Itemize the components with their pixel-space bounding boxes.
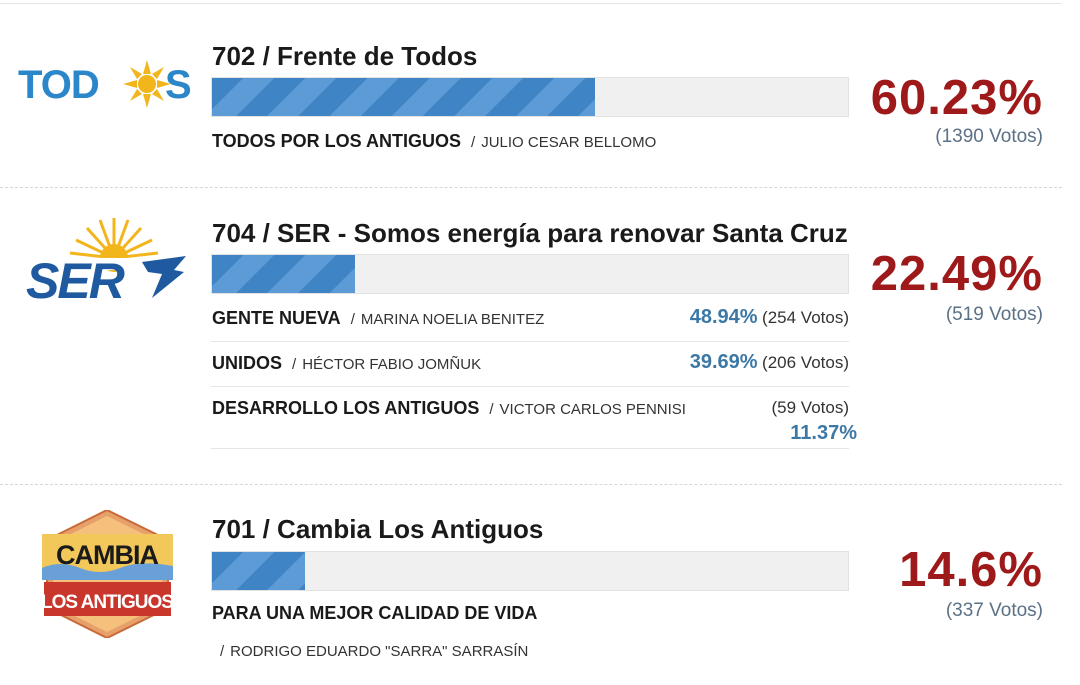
section-divider — [0, 484, 1062, 485]
todos-logo-text-left: TOD — [18, 63, 99, 107]
list-percentage: 14.6% — [899, 543, 1043, 597]
candidate-name: JULIO CESAR BELLOMO — [481, 134, 657, 151]
todos-logo: TOD S — [18, 60, 192, 108]
candidate-name: MARINA NOELIA BENITEZ — [360, 311, 545, 328]
list-title: 701 / Cambia Los Antiguos — [212, 514, 544, 544]
sunrise-icon — [64, 218, 164, 272]
ser-logo-text: SER — [26, 253, 125, 305]
cambia-logo: CAMBIA LOS ANTIGUOS — [41, 510, 174, 638]
candidate-name: VICTOR CARLOS PENNISI — [499, 401, 686, 418]
candidate-name: RODRIGO EDUARDO "SARRA" SARRASÍN — [230, 643, 529, 660]
party-name: PARA UNA MEJOR CALIDAD DE VIDA — [212, 603, 538, 623]
party-name: GENTE NUEVA — [212, 308, 341, 328]
ser-logo-swoosh — [142, 256, 186, 298]
sublist-result: 48.94% (254 Votos) — [690, 306, 849, 329]
sublist-votes: (254 Votos) — [762, 308, 849, 327]
list-percentage: 60.23% — [870, 71, 1043, 125]
sublist-percentage: 11.37% — [790, 422, 857, 444]
list-votes: (1390 Votos) — [935, 126, 1043, 147]
list-votes: (519 Votos) — [945, 304, 1043, 325]
vote-bar — [211, 254, 849, 294]
party-name: DESARROLLO LOS ANTIGUOS — [212, 398, 480, 418]
party-name: UNIDOS — [212, 353, 283, 373]
list-votes: (337 Votos) — [945, 600, 1043, 621]
sublist-row-gente-nueva: GENTE NUEVA / MARINA NOELIA BENITEZ 48.94%… — [211, 296, 849, 342]
vote-bar-fill — [212, 255, 356, 293]
list-percentage: 22.49% — [870, 247, 1043, 301]
separator: / — [350, 311, 355, 328]
party-line: PARA UNA MEJOR CALIDAD DE VIDA — [212, 603, 537, 624]
vote-bar — [211, 551, 849, 591]
cambia-logo-text-top: CAMBIA — [56, 540, 158, 570]
vote-bar-fill — [212, 552, 305, 590]
vote-bar — [211, 77, 849, 117]
todos-logo-text-right: S — [165, 63, 192, 107]
party-name: TODOS POR LOS ANTIGUOS — [212, 131, 462, 151]
cambia-logo-text-bottom: LOS ANTIGUOS — [41, 592, 173, 613]
sublist-result: 39.69% (206 Votos) — [690, 351, 849, 374]
list-title: 704 / SER - Somos energía para renovar S… — [212, 218, 848, 248]
sublist-row-desarrollo: DESARROLLO LOS ANTIGUOS / VICTOR CARLOS PE… — [211, 386, 857, 449]
sublist-percentage: 48.94% — [689, 306, 758, 328]
sublist-row-unidos: UNIDOS / HÉCTOR FABIO JOMÑUK 39.69% (206 V… — [211, 341, 849, 387]
separator: / — [489, 401, 494, 418]
sun-icon — [123, 60, 171, 108]
sublist-votes: (206 Votos) — [762, 353, 849, 372]
separator: / — [220, 643, 225, 660]
separator: / — [292, 356, 297, 373]
separator: / — [471, 134, 476, 151]
section-divider — [0, 187, 1062, 188]
top-divider — [0, 3, 1062, 4]
candidate-line: / RODRIGO EDUARDO "SARRA" SARRASÍN — [214, 643, 528, 661]
vote-bar-fill — [212, 78, 596, 116]
list-title: 702 / Frente de Todos — [212, 41, 478, 71]
party-line: TODOS POR LOS ANTIGUOS / JULIO CESAR BELLO… — [212, 131, 656, 152]
sublist-percentage: 39.69% — [689, 351, 758, 373]
sublist-votes: (59 Votos) — [771, 398, 850, 417]
candidate-name: HÉCTOR FABIO JOMÑUK — [302, 356, 482, 373]
ser-logo: SER — [26, 218, 186, 305]
